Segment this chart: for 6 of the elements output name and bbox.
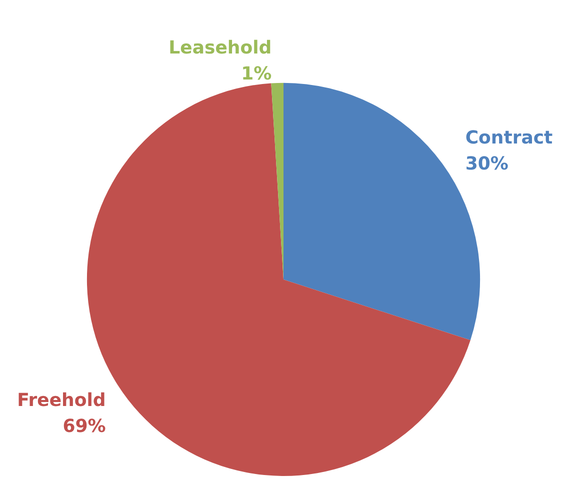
data-label: 69% <box>62 416 106 437</box>
slice-label: Leasehold <box>168 37 272 58</box>
slice-label: Freehold <box>17 390 106 411</box>
data-label: 30% <box>465 153 508 174</box>
data-label: 1% <box>241 63 272 84</box>
slice-label: Contract <box>465 127 554 148</box>
